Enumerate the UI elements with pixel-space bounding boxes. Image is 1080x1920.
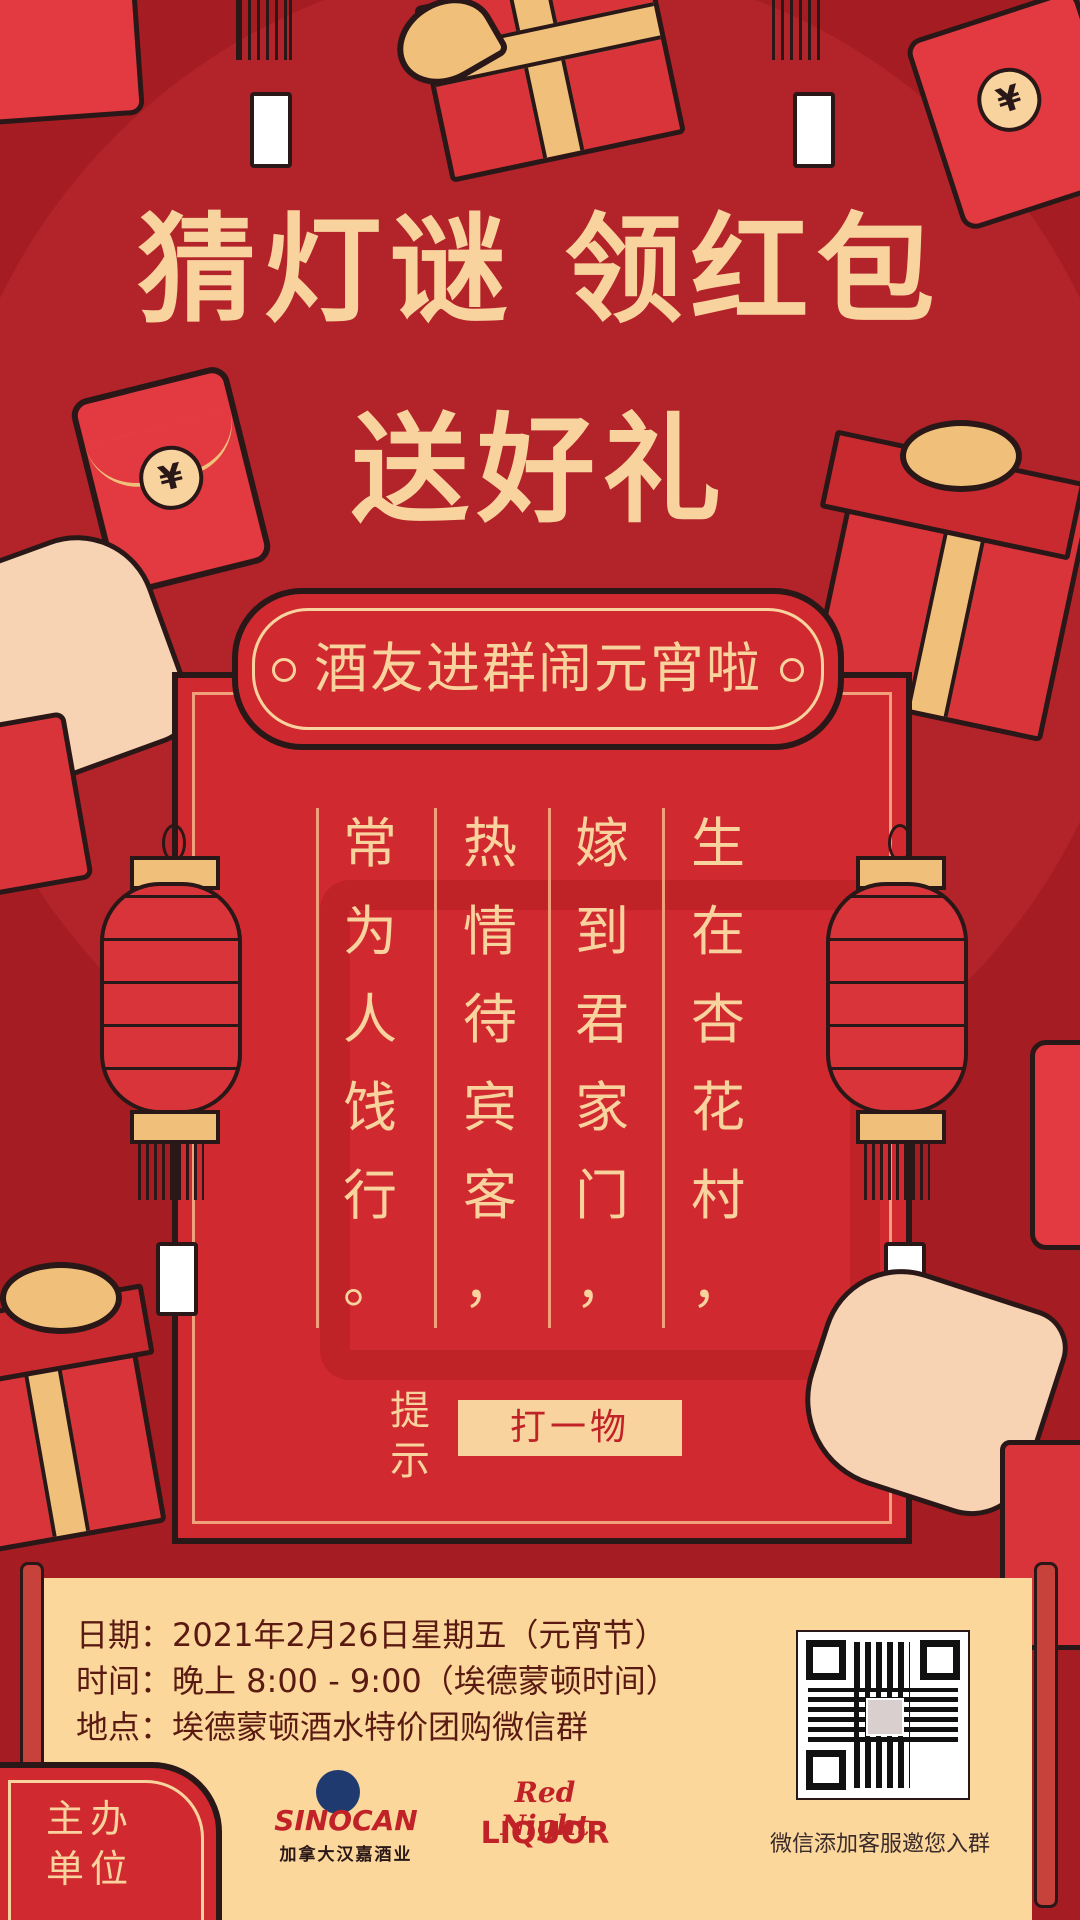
gift-bow-icon [900, 420, 1022, 492]
headline-line1: 猜灯谜 领红包 [137, 200, 943, 339]
lantern-icon [100, 824, 242, 1200]
poem-char: 热 [463, 812, 517, 875]
poem-char: 人 [343, 988, 397, 1051]
sinocan-globe-icon [316, 1770, 360, 1814]
column-divider [548, 808, 551, 1328]
rednight-bottom: LIQUOR [480, 1816, 610, 1851]
banner-text: 酒友进群闹元宵啦 [314, 637, 762, 700]
poem-column-2: 嫁 到 君 家 门 ， [562, 800, 642, 1328]
qr-code-icon [796, 1630, 970, 1800]
tag-card [793, 92, 835, 168]
tag-card [250, 92, 292, 168]
hanging-tag-icon [236, 0, 292, 60]
lantern-icon [826, 824, 968, 1200]
poem-char: 杏 [691, 988, 745, 1051]
red-envelope-icon [1030, 1040, 1080, 1250]
poem-char: 饯 [343, 1076, 397, 1139]
poem-char: 君 [575, 988, 629, 1051]
poem-column-1: 生 在 杏 花 村 ， [678, 800, 758, 1328]
hanging-tag-icon [772, 0, 822, 60]
rednight-logo: Red Night LIQUOR [470, 1776, 630, 1866]
banner-plaque: 酒友进群闹元宵啦 [232, 588, 844, 750]
hint-answer-box: 打一物 [458, 1400, 682, 1456]
poem-char: 。 [343, 1252, 397, 1315]
poem-char: 客 [463, 1164, 517, 1227]
column-divider [434, 808, 437, 1328]
scroll-rod-right [1034, 1562, 1058, 1908]
column-divider [316, 808, 319, 1328]
headline-line2: 送好礼 [350, 400, 729, 539]
envelope-coin-icon: ¥ [969, 59, 1050, 141]
organizer-badge: 主办 单位 [0, 1762, 222, 1920]
poem-char: 花 [691, 1076, 745, 1139]
poem-char: 嫁 [575, 812, 629, 875]
organizer-label-top: 主办 [46, 1797, 135, 1841]
poem-char: 生 [691, 812, 745, 875]
poem-char: 宾 [463, 1076, 517, 1139]
hint-label-top: 提 [390, 1388, 430, 1434]
sinocan-subname: 加拿大汉嘉酒业 [279, 1845, 413, 1865]
rednight-top: Red Night [500, 1776, 590, 1842]
poem-column-4: 常 为 人 饯 行 。 [330, 800, 410, 1328]
red-envelope-icon [0, 0, 146, 126]
sinocan-name: SINOCAN [274, 1804, 418, 1837]
poem-char: ， [691, 1252, 745, 1315]
poem-char: 行 [343, 1164, 397, 1227]
hint-label-bottom: 示 [390, 1438, 430, 1484]
poem-char: 到 [575, 900, 629, 963]
poem-char: 门 [575, 1164, 629, 1227]
poem-char: 待 [463, 988, 517, 1051]
sinocan-logo: SINOCAN 加拿大汉嘉酒业 [266, 1770, 426, 1870]
poem-column-3: 热 情 待 宾 客 ， [450, 800, 530, 1328]
poem-char: 常 [343, 812, 397, 875]
event-date: 日期：2021年2月26日星期五（元宵节） [76, 1616, 667, 1654]
poem-char: 村 [691, 1164, 745, 1227]
poem-char: 情 [463, 900, 517, 963]
tag-card [156, 1242, 198, 1316]
event-time: 时间：晚上 8:00 - 9:00（埃德蒙顿时间） [76, 1662, 678, 1700]
poem-char: 为 [343, 900, 397, 963]
poem-char: 家 [575, 1076, 629, 1139]
event-place: 地点：埃德蒙顿酒水特价团购微信群 [76, 1708, 589, 1746]
column-divider [662, 808, 665, 1328]
gift-bow-icon [0, 1262, 122, 1334]
poem-char: ， [575, 1252, 629, 1315]
poem-char: ， [463, 1252, 517, 1315]
organizer-label-bottom: 单位 [46, 1847, 135, 1891]
qr-caption: 微信添加客服邀您入群 [769, 1832, 990, 1857]
poem-char: 在 [691, 900, 745, 963]
